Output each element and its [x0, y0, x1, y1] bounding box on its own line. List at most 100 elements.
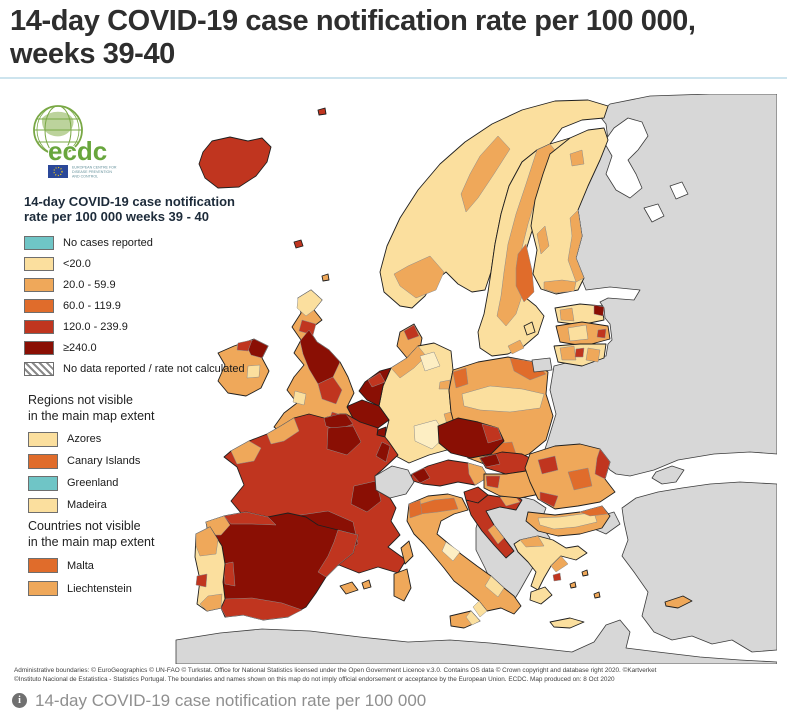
legend-title: 14-day COVID-19 case notification rate p…	[24, 194, 235, 224]
ecdc-logo: ecdc EUROPEAN CENTRE FOR DISEASE PREVENT…	[28, 104, 120, 184]
map-region-norway-mid	[460, 135, 511, 213]
attribution-line2: ©Instituto Nacional de Estatistica - Sta…	[14, 676, 615, 683]
map-region-uk-scotland-belt	[298, 319, 317, 336]
map-region-italy-calabria	[472, 600, 488, 618]
map-region-austria-east	[467, 462, 489, 486]
ecdc-subtext-1: EUROPEAN CENTRE FOR	[72, 166, 117, 170]
map-region-aegean-island-3	[593, 591, 601, 599]
map-region-france-nord	[323, 413, 354, 431]
attribution-line1: Administrative boundaries: © EuroGeograp…	[14, 667, 657, 674]
legend-label: <20.0	[63, 257, 91, 270]
map-region-corsica	[400, 540, 414, 565]
map-region-ireland-midlands	[246, 364, 261, 379]
map-region-austria-west	[411, 467, 431, 484]
map-region-uk-midlands	[317, 376, 343, 405]
map-region-uk-wales	[292, 390, 307, 406]
legend-title-line2: rate per 100 000 weeks 39 - 40	[24, 209, 210, 224]
map-region-spain-east	[317, 529, 359, 578]
regions-not-visible-list: Azores Canary Islands Greenland Madeira	[28, 428, 140, 516]
map-region-sweden-inner	[515, 243, 535, 303]
legend-title-line1: 14-day COVID-19 case notification	[24, 194, 235, 209]
map-region-estonia-mid	[559, 307, 575, 322]
map-region-lithuania-mid	[574, 347, 585, 358]
ecdc-logo-graphic: ecdc EUROPEAN CENTRE FOR DISEASE PREVENT…	[33, 105, 117, 179]
map-region-france-alsace	[375, 441, 391, 463]
list-item: Azores	[28, 428, 140, 450]
list-item: Malta	[28, 554, 132, 577]
legend-item: ≥240.0	[24, 337, 245, 358]
legend-label: 20.0 - 59.9	[63, 278, 116, 291]
map-region-shetland	[321, 273, 330, 282]
map-region-cyprus	[664, 595, 693, 609]
map-region-netherlands	[358, 367, 392, 407]
map-region-aegean-island-1	[569, 581, 577, 589]
legend-item: No data reported / rate not calculated	[24, 358, 245, 379]
map-region-germany-north	[419, 351, 441, 372]
list-item: Greenland	[28, 472, 140, 494]
map-region-slovakia-west	[479, 453, 501, 468]
swatch-azores	[28, 431, 58, 447]
map-region-france-brittany	[230, 440, 262, 465]
map-region-aegean-island-2	[581, 569, 589, 577]
page-title-line1: 14-day COVID-19 case notification rate p…	[10, 5, 696, 37]
map-region-lake-ladoga	[643, 203, 665, 223]
map-region-spain-west	[222, 561, 236, 587]
map-region-sardinia	[393, 568, 412, 602]
countries-not-visible-title: Countries not visible in the main map ex…	[28, 519, 155, 549]
map-region-crete	[549, 617, 585, 629]
legend-label: 120.0 - 239.9	[63, 320, 128, 333]
page-title: 14-day COVID-19 case notification rate p…	[10, 5, 773, 71]
map-region-portugal-south	[199, 593, 223, 612]
ecdc-subtext-2: DISEASE PREVENTION	[72, 170, 112, 174]
map-region-poland-west	[452, 367, 469, 389]
map-region-netherlands-north	[367, 372, 386, 388]
map-region-poland-ne	[509, 357, 547, 381]
map-attribution: Administrative boundaries: © EuroGeograp…	[14, 666, 774, 684]
map-region-uk-north-scotland	[296, 289, 323, 317]
map-region-iceland	[198, 136, 272, 189]
map-region-denmark-north	[403, 324, 420, 341]
legend-label: No data reported / rate not calculated	[63, 362, 245, 375]
map-region-portugal-north	[195, 526, 219, 557]
map-region-switzerland	[374, 465, 415, 499]
map-region-bulgaria-band	[537, 512, 598, 530]
swatch-malta	[28, 558, 58, 573]
map-region-lake-onega	[669, 181, 689, 200]
map-region-finland-south	[543, 279, 577, 294]
swatch-greenland	[28, 475, 58, 491]
map-region-latvia-mid	[567, 324, 589, 342]
legend-item: 120.0 - 239.9	[24, 316, 245, 337]
map-region-greece-athens	[552, 572, 562, 582]
map-region-lithuania-e	[585, 347, 601, 363]
map-region-italy-nw	[408, 499, 423, 519]
legend-swatch-60-119	[24, 298, 54, 313]
map-region-spain-north	[223, 511, 277, 526]
list-item: Canary Islands	[28, 450, 140, 472]
map-region-poland-band	[461, 385, 545, 413]
map-region-norway	[379, 99, 609, 309]
map-region-peloponnese	[529, 586, 553, 605]
legend-label: No cases reported	[63, 236, 153, 249]
map-region-greece-north	[519, 535, 545, 548]
map-region-croatia-coast	[487, 524, 505, 545]
list-label: Canary Islands	[67, 455, 141, 467]
swatch-madeira	[28, 497, 58, 513]
map-region-estonia-ne	[593, 304, 605, 317]
list-label: Malta	[67, 559, 94, 572]
map-region-ireland-nw	[236, 339, 253, 352]
legend-swatch-20-59	[24, 277, 54, 292]
list-label: Madeira	[67, 499, 107, 511]
map-region-spain-andalusia	[220, 597, 303, 621]
eu-flag-icon	[48, 165, 68, 178]
info-icon: i	[12, 693, 27, 708]
map-region-turkey	[621, 481, 777, 653]
legend-label: 60.0 - 119.9	[63, 299, 121, 312]
map-region-white-sea	[603, 117, 649, 199]
map-region-kaliningrad	[531, 357, 553, 373]
map-region-romania-west	[537, 455, 559, 475]
map-region-greece-center	[550, 555, 569, 573]
list-item: Madeira	[28, 494, 140, 516]
map-region-france-east	[350, 480, 382, 513]
legend-swatch-no-data	[24, 361, 54, 376]
map-region-france-paris	[326, 425, 362, 456]
